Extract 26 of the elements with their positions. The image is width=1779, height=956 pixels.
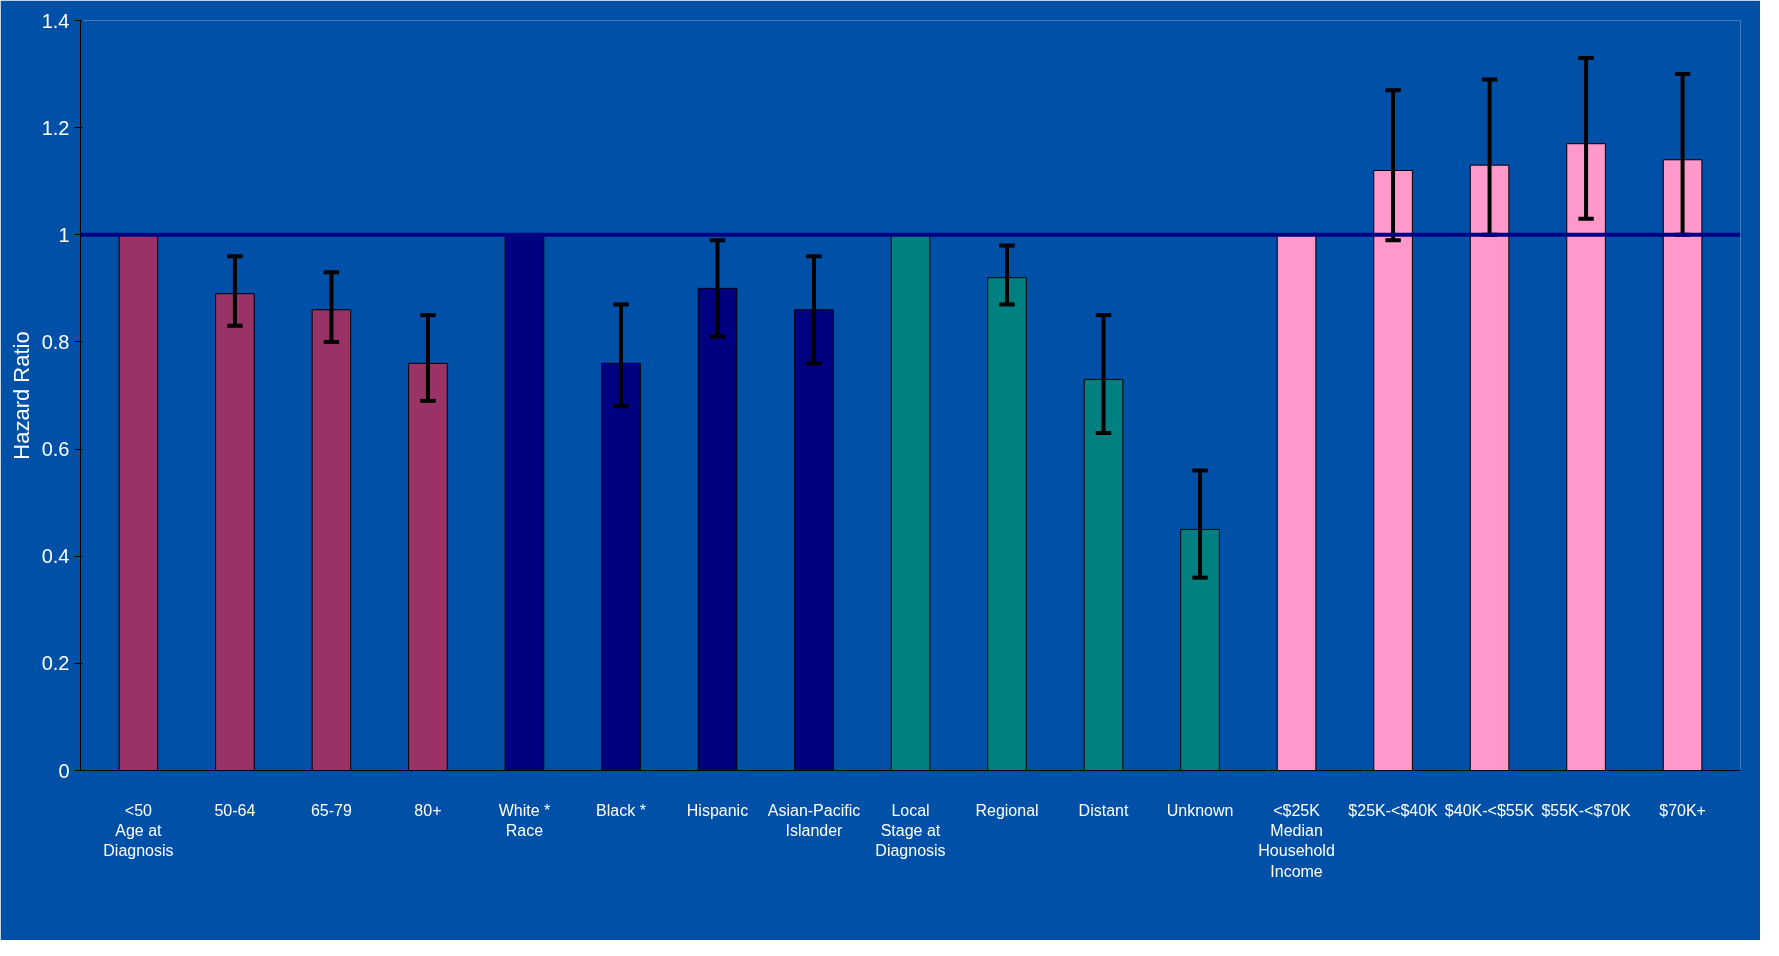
x-tick-label: $40K-<$55K [1444, 801, 1535, 819]
x-tick-label: 50-64 [214, 801, 256, 819]
y-axis-title: Hazard Ratio [8, 331, 34, 460]
x-tick-label: Hispanic [686, 801, 749, 819]
x-tick-label: $70K+ [1659, 801, 1706, 819]
x-tick-label: 65-79 [310, 801, 352, 819]
x-tick-label: Distant [1078, 801, 1129, 819]
y-tick-label: 1.4 [41, 9, 70, 32]
x-tick-label: 80+ [414, 801, 442, 819]
x-tick-label: Regional [975, 801, 1039, 819]
y-tick-label: 0.4 [41, 545, 70, 568]
x-tick-label: $55K-<$70K [1541, 801, 1632, 819]
y-tick-label: 0.6 [41, 438, 70, 461]
y-tick-label: 0.2 [41, 652, 70, 675]
x-tick-label: Black * [596, 801, 646, 819]
x-tick-label: <$25K Median Household Income [1258, 801, 1335, 880]
x-tick-label: White * Race [498, 801, 551, 839]
x-tick-label: $25K-<$40K [1348, 801, 1439, 819]
y-tick-label: 0 [58, 759, 70, 782]
y-tick-label: 1.2 [41, 116, 70, 139]
y-tick-label: 0.8 [41, 330, 70, 353]
x-tick-label: Local Stage at Diagnosis [875, 801, 946, 860]
y-tick-label: 1 [58, 223, 70, 246]
x-tick-label: Asian-Pacific Islander [767, 801, 861, 839]
x-tick-label: Unknown [1166, 801, 1234, 819]
x-tick-label: <50 Age at Diagnosis [103, 801, 174, 860]
